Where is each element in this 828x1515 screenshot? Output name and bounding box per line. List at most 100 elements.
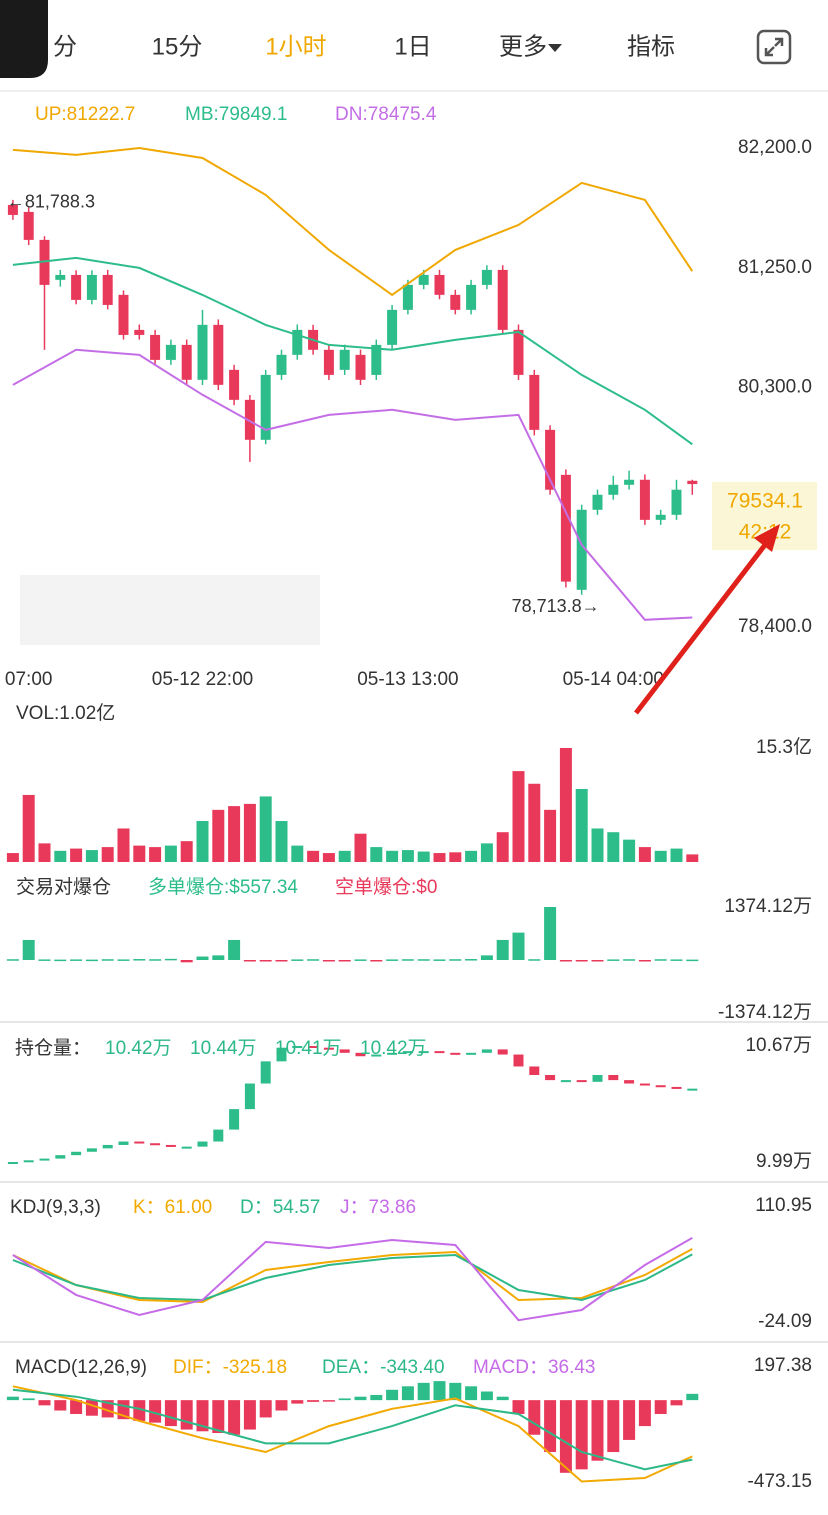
candle-body — [529, 1066, 540, 1075]
candle-body — [181, 344, 192, 380]
bar — [38, 959, 51, 961]
tab[interactable]: 更多 — [499, 33, 547, 60]
panel-title: 持仓量： — [15, 1037, 91, 1059]
candle-body — [55, 274, 66, 280]
arrow-shaft — [634, 539, 770, 715]
bar — [386, 959, 399, 961]
x-tick-label: 05-12 22:00 — [152, 669, 253, 690]
candle-body — [545, 1075, 556, 1081]
bar — [291, 959, 304, 961]
candle-body — [497, 269, 508, 330]
histogram-bar — [686, 1393, 699, 1401]
candle-body — [576, 1080, 587, 1083]
histogram-bar — [433, 1381, 446, 1401]
bar — [480, 955, 493, 960]
bar — [6, 959, 19, 961]
candle-body — [497, 1049, 508, 1055]
histogram-bar — [401, 1386, 414, 1401]
candle-body — [339, 1049, 350, 1053]
oi-value: 10.42万 — [360, 1038, 427, 1059]
bar — [85, 850, 98, 862]
candle-body — [371, 1054, 382, 1057]
panel-title: 交易对爆仓 — [16, 876, 111, 898]
tab[interactable]: 1小时 — [265, 33, 326, 60]
x-tick-label: 05-13 13:00 — [357, 669, 458, 690]
candle-body — [513, 1054, 524, 1067]
legend-entry: D：54.57 — [240, 1197, 320, 1218]
bar — [243, 803, 256, 862]
candle-body — [323, 349, 334, 375]
y-tick-label: 9.99万 — [756, 1151, 812, 1172]
bar — [449, 959, 462, 961]
x-tick-label: 07:00 — [5, 669, 53, 690]
bar — [243, 960, 256, 962]
bar — [528, 783, 541, 862]
low-annotation: 78,713.8→ — [512, 596, 600, 616]
bar — [354, 833, 367, 862]
candle-body — [7, 1162, 18, 1164]
tab[interactable]: 分 — [53, 33, 77, 60]
candle-body — [260, 1061, 271, 1084]
expand-frame — [756, 29, 792, 65]
candle-body — [450, 294, 461, 310]
charts: 82,200.0 81,250.0 80,300.0 78,400.0 UP:81222… — [5, 104, 812, 1492]
candle-body — [560, 474, 571, 582]
tab[interactable]: 15分 — [152, 33, 203, 60]
candle-body — [624, 479, 635, 485]
panel-title: VOL:1.02亿 — [16, 702, 115, 724]
candle-body — [244, 399, 255, 440]
bar — [338, 850, 351, 862]
bar — [654, 850, 667, 862]
y-tick-label: 80,300.0 — [738, 377, 812, 398]
candle-body — [529, 374, 540, 430]
candle-body — [7, 204, 18, 215]
candle-body — [371, 344, 382, 375]
bar — [291, 845, 304, 862]
candle-body — [339, 349, 350, 370]
candle-body — [229, 369, 240, 400]
candle-body — [418, 274, 429, 285]
candle-body — [102, 274, 113, 305]
candle-body — [434, 1051, 445, 1054]
blurred-patch — [20, 575, 320, 645]
histogram-bar — [212, 1400, 225, 1434]
bar — [544, 907, 557, 960]
bar — [101, 959, 114, 961]
bar — [607, 959, 620, 961]
histogram-bar — [607, 1400, 620, 1453]
candle-body — [86, 274, 97, 300]
bar — [212, 955, 225, 960]
candle-body — [655, 1085, 666, 1088]
candle-body — [671, 1086, 682, 1089]
dropdown-icon[interactable] — [548, 44, 562, 52]
bar — [496, 939, 509, 960]
candle-body — [197, 324, 208, 380]
line — [12, 348, 693, 621]
candle-body — [608, 484, 619, 495]
candle-body — [466, 1052, 477, 1055]
bar — [544, 809, 557, 862]
bar — [117, 828, 130, 862]
legend-entry: UP:81222.7 — [35, 104, 135, 125]
bar — [338, 960, 351, 962]
candle-body — [624, 1080, 635, 1084]
bar — [575, 960, 588, 962]
candle-body — [71, 1151, 82, 1156]
histogram-bar — [54, 1400, 67, 1411]
bar — [275, 821, 288, 862]
candle-body — [276, 354, 287, 375]
tab[interactable]: 指标 — [627, 33, 675, 60]
candle-body — [244, 1083, 255, 1110]
oi-value: 10.41万 — [275, 1038, 342, 1059]
expand-icon[interactable] — [756, 29, 792, 65]
candle-body — [23, 211, 34, 240]
histogram-bar — [512, 1400, 525, 1414]
y-tick-label: 10.67万 — [745, 1035, 812, 1056]
bar — [22, 939, 35, 960]
tab[interactable]: 1日 — [394, 33, 431, 60]
candle-body — [134, 329, 145, 335]
candle-body — [292, 1046, 303, 1048]
x-tick-label: 05-14 04:00 — [563, 669, 664, 690]
histogram-bar — [386, 1389, 399, 1401]
bar — [559, 748, 572, 862]
